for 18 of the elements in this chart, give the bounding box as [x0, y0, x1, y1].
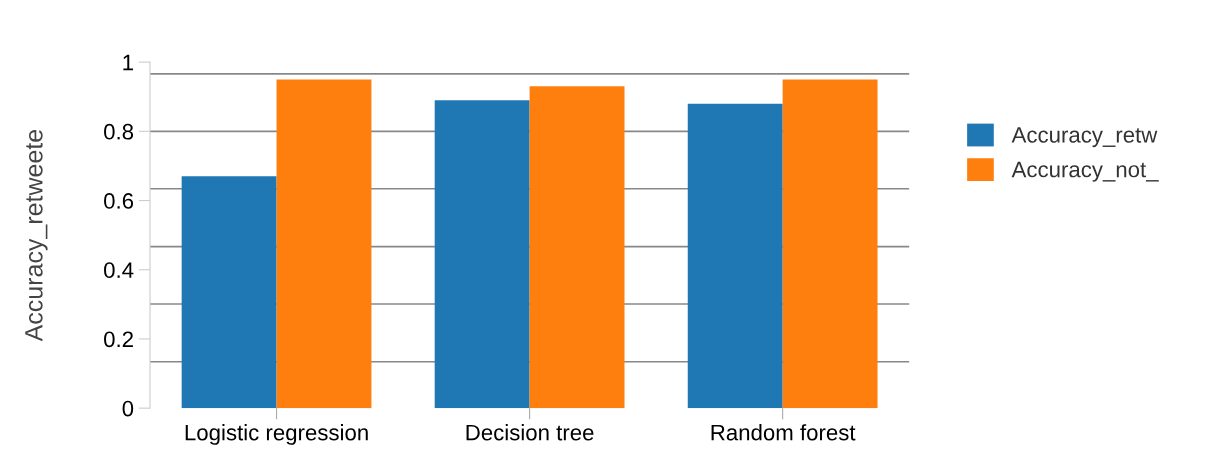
x-tick-label: Decision tree	[466, 424, 594, 441]
bar	[529, 86, 625, 409]
x-tick-label: Random forest	[711, 424, 856, 441]
bar	[276, 79, 372, 409]
y-tick-label: 0.2	[104, 331, 133, 348]
y-axis-title: Accuracy_retweete	[25, 129, 48, 342]
bar	[782, 79, 878, 409]
bar	[687, 103, 783, 409]
bar	[434, 100, 530, 409]
bar	[181, 176, 277, 409]
y-tick-label: 0.6	[104, 193, 134, 209]
y-tick-label: 0.8	[104, 123, 134, 140]
y-tick-label: 0	[122, 400, 134, 417]
legend-label: Accuracy_not_	[1011, 161, 1159, 182]
y-tick-label: 0.4	[104, 262, 134, 278]
y-tick-label: 1	[123, 54, 133, 71]
x-tick-label: Logistic regression	[185, 424, 368, 445]
legend-label: Accuracy_retw	[1011, 127, 1158, 148]
